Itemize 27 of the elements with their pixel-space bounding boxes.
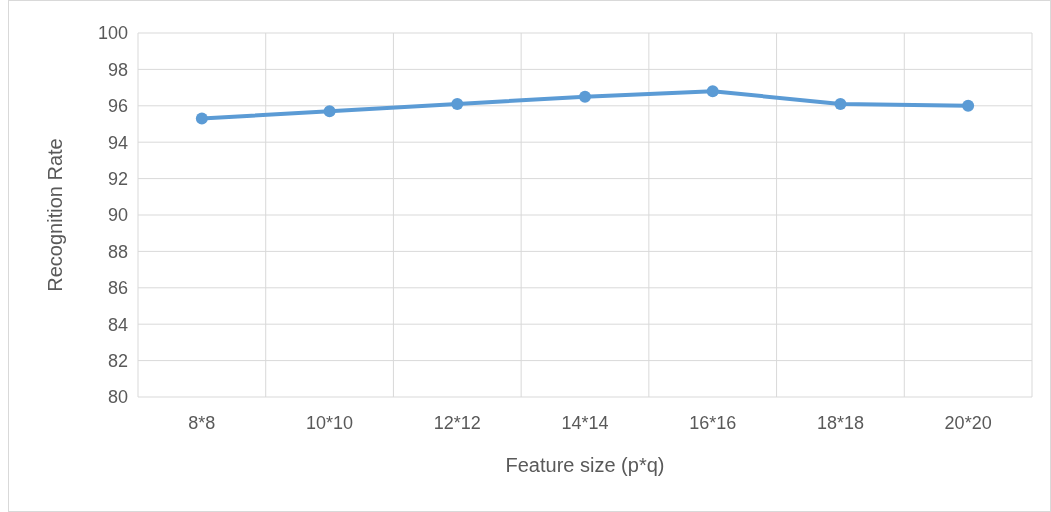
- x-tick-label: 20*20: [944, 413, 992, 433]
- x-tick-label: 14*14: [561, 413, 609, 433]
- y-tick-label: 92: [107, 168, 128, 189]
- point: [706, 85, 719, 98]
- x-tick-label: 12*12: [433, 413, 481, 433]
- x-tick-label: 8*8: [188, 413, 216, 433]
- y-tick-label: 80: [107, 387, 128, 408]
- point: [195, 112, 208, 125]
- y-tick-label: 94: [107, 132, 128, 153]
- x-tick-label: 18*18: [816, 413, 864, 433]
- y-tick-label: 90: [107, 205, 128, 226]
- x-tick-label: 16*16: [689, 413, 737, 433]
- x-tick-label: 10*10: [306, 413, 354, 433]
- point: [834, 97, 847, 110]
- y-tick-label: 84: [107, 314, 128, 335]
- y-tick-label: 82: [107, 350, 128, 371]
- point: [451, 97, 464, 110]
- point: [323, 105, 336, 118]
- y-tick-label: 96: [107, 96, 128, 117]
- point: [962, 99, 975, 112]
- y-tick-label: 98: [107, 59, 128, 80]
- x-axis-title: Feature size (p*q): [505, 454, 665, 476]
- y-tick-label: 88: [107, 241, 128, 262]
- y-tick-label: 100: [97, 23, 128, 44]
- y-tick-label: 86: [107, 278, 128, 299]
- y-axis-title: Recognition Rate: [44, 138, 66, 292]
- point: [579, 90, 591, 103]
